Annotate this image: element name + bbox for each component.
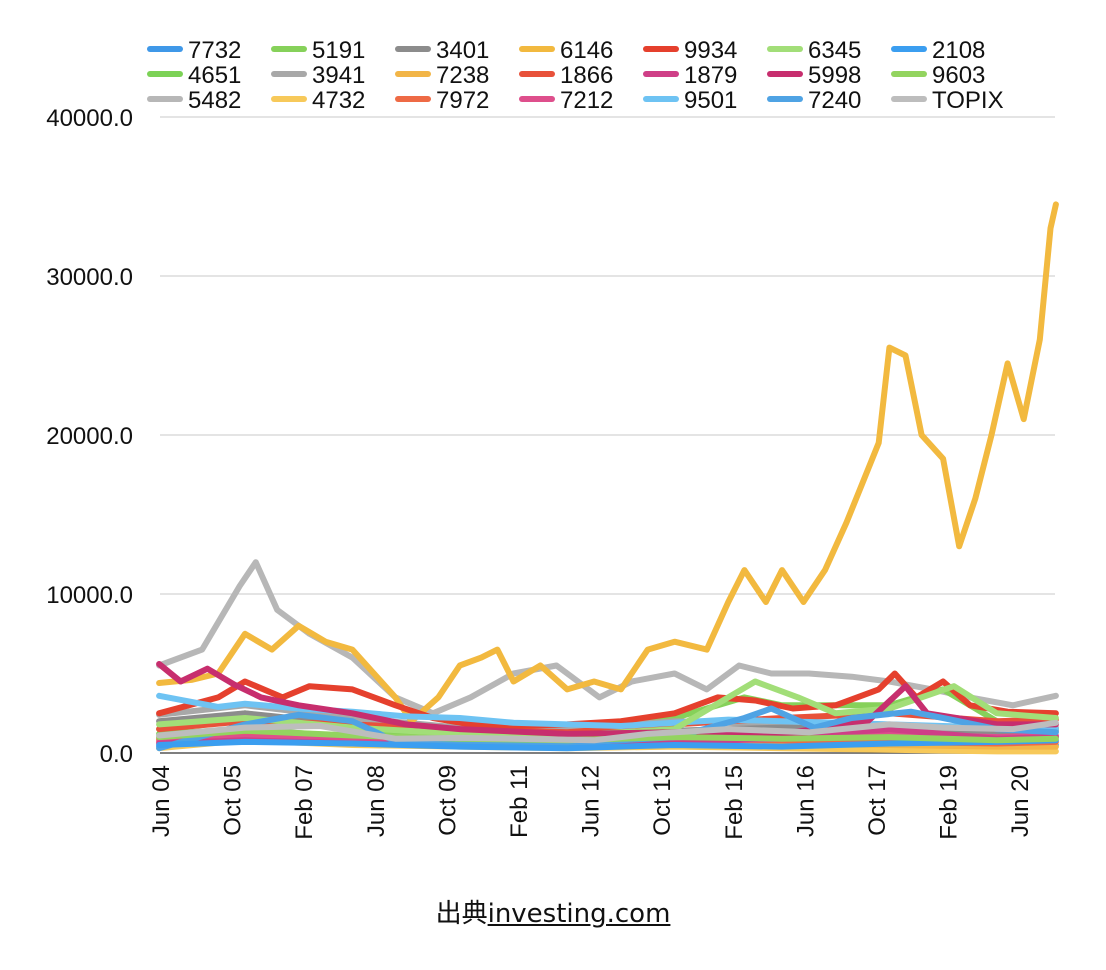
legend-label: 6146	[560, 37, 613, 64]
series-line-5998	[156, 661, 1059, 737]
legend-label: 5191	[312, 37, 365, 64]
legend-label: TOPIX	[932, 87, 1004, 114]
legend-label: 5998	[808, 62, 861, 89]
legend-label: 3401	[436, 37, 489, 64]
x-tick-label: Feb 15	[721, 765, 748, 840]
x-tick-label: Oct 13	[649, 765, 676, 836]
legend-label: 9501	[684, 87, 737, 114]
legend-label: 1866	[560, 62, 613, 89]
x-tick-label: Jun 12	[578, 765, 605, 837]
x-tick-label: Oct 05	[220, 765, 247, 836]
legend-label: 7238	[436, 62, 489, 89]
x-tick-label: Oct 17	[864, 765, 891, 836]
x-tick-label: Jun 08	[363, 765, 390, 837]
x-tick-label: Oct 09	[434, 765, 461, 836]
x-tick-label: Feb 11	[506, 765, 533, 838]
series-line-topix	[156, 719, 1059, 744]
y-tick-label: 30000.0	[46, 264, 133, 291]
legend-label: 6345	[808, 37, 861, 64]
y-axis-labels: 0.0 10000.0 20000.0 30000.0 40000.0	[46, 105, 133, 768]
series-line-2108	[156, 737, 1059, 752]
legend-label: 4651	[188, 62, 241, 89]
legend-label: 9603	[932, 62, 985, 89]
legend-label: 3941	[312, 62, 365, 89]
y-tick-label: 40000.0	[46, 105, 133, 132]
legend-label: 5482	[188, 87, 241, 114]
y-tick-label: 20000.0	[46, 423, 133, 450]
series-line-6146	[156, 201, 1059, 725]
y-tick-label: 0.0	[100, 741, 133, 768]
legend-label: 2108	[932, 37, 985, 64]
series-line-6345	[156, 678, 1059, 739]
legend-label: 4732	[312, 87, 365, 114]
legend-label: 7212	[560, 87, 613, 114]
x-tick-label: Feb 07	[291, 765, 318, 840]
legend-label: 7972	[436, 87, 489, 114]
x-axis-labels: Jun 04 Oct 05 Feb 07 Jun 08 Oct 09 Feb 11 Jun …	[148, 765, 1034, 840]
y-tick-label: 10000.0	[46, 582, 133, 609]
source-prefix: 出典	[435, 899, 488, 929]
x-tick-label: Jun 20	[1007, 765, 1034, 837]
source-credit: 出典investing.com	[0, 893, 1106, 930]
x-tick-label: Jun 16	[792, 765, 819, 837]
source-link[interactable]: investing.com	[487, 899, 671, 929]
x-tick-label: Feb 19	[936, 765, 963, 840]
legend-label: 1879	[684, 62, 737, 89]
x-tick-label: Jun 04	[148, 765, 175, 837]
legend-label: 7240	[808, 87, 861, 114]
legend-label: 9934	[684, 37, 737, 64]
series-lines	[156, 201, 1059, 755]
legend-label: 7732	[188, 37, 241, 64]
